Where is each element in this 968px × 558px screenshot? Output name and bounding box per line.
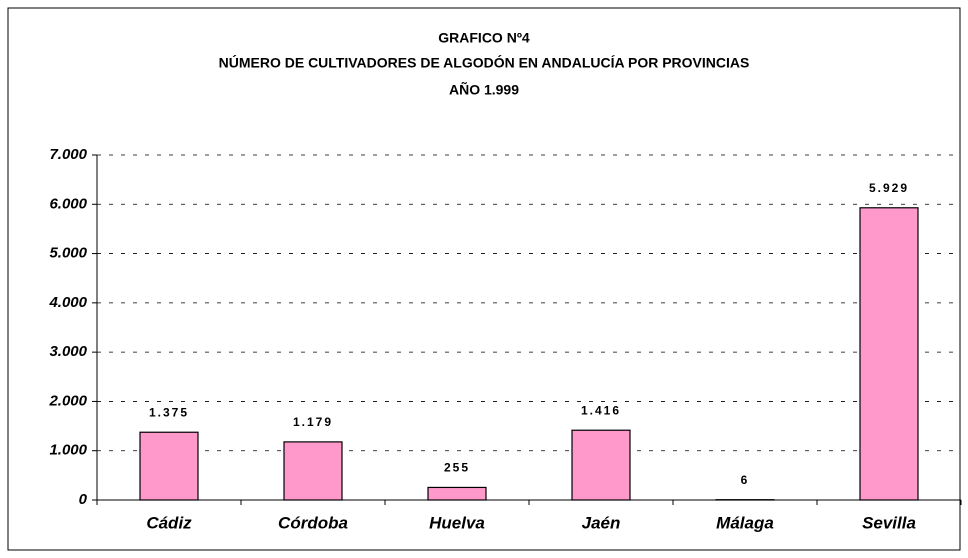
x-tick-label: Córdoba (278, 513, 348, 532)
y-tick-label: 6.000 (49, 195, 87, 212)
x-tick-label: Jaén (582, 513, 621, 532)
y-tick-label: 5.000 (49, 245, 87, 262)
bar (427, 486, 487, 501)
x-tick-label: Sevilla (862, 513, 916, 532)
y-tick-label: 1.000 (49, 442, 87, 459)
value-label: 1.416 (581, 403, 621, 417)
value-label: 1.375 (149, 405, 189, 419)
value-label: 1.179 (293, 415, 333, 429)
bar (859, 207, 919, 501)
bar (283, 441, 343, 501)
bar (139, 431, 199, 501)
x-tick-label: Málaga (716, 513, 774, 532)
value-label: 5.929 (869, 181, 909, 195)
y-tick-label: 3.000 (49, 343, 87, 360)
y-tick-label: 2.000 (48, 392, 87, 409)
chart-title: GRAFICO Nº4 (438, 30, 530, 46)
y-tick-label: 0 (79, 491, 88, 508)
x-tick-label: Huelva (429, 513, 485, 532)
bar (571, 429, 631, 501)
chart-title: AÑO 1.999 (449, 81, 519, 98)
y-tick-label: 4.000 (48, 294, 87, 311)
y-tick-label: 7.000 (49, 146, 87, 163)
value-label: 6 (741, 473, 750, 487)
x-tick-label: Cádiz (146, 513, 192, 532)
chart-title: NÚMERO DE CULTIVADORES DE ALGODÓN EN AND… (219, 54, 750, 71)
value-label: 255 (444, 461, 470, 475)
